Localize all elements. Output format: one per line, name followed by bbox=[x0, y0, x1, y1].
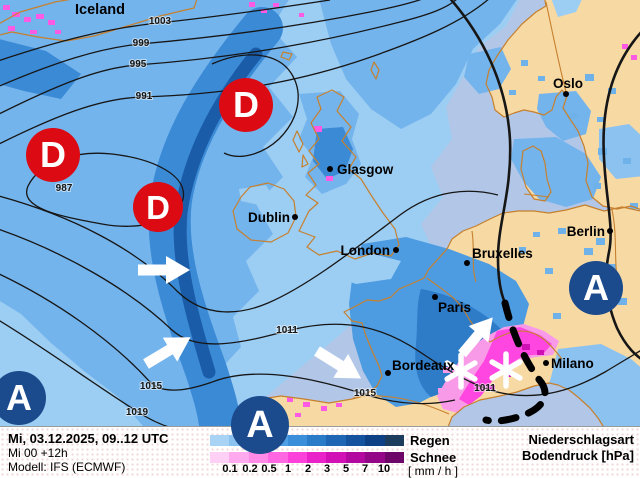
legend-segment bbox=[345, 435, 366, 446]
city-dot-bordeaux bbox=[385, 370, 391, 376]
city-label-bordeaux: Bordeaux bbox=[392, 358, 455, 373]
legend-segment bbox=[384, 452, 405, 463]
city-label-london: London bbox=[341, 243, 390, 258]
legend-segment bbox=[287, 452, 308, 463]
city-dot-bruxelles bbox=[464, 260, 470, 266]
city-dot-dublin bbox=[292, 214, 298, 220]
high-letter: A bbox=[583, 267, 609, 308]
rain-legend-label: Regen bbox=[410, 433, 450, 448]
info-bar: Mi, 03.12.2025, 09..12 UTC Mi 00 +12h Mo… bbox=[0, 426, 640, 478]
low-letter: D bbox=[40, 134, 66, 175]
low-pressure-badge: D bbox=[133, 182, 183, 232]
low-pressure-badge: D bbox=[219, 78, 273, 132]
legend-tick: 0.5 bbox=[261, 463, 277, 475]
isobar-layer bbox=[0, 0, 640, 427]
high-pressure-badge: A bbox=[231, 396, 289, 454]
arrow-southeast-icon bbox=[314, 346, 362, 379]
isobar-label: 1011 bbox=[474, 383, 496, 394]
isobar-label: 987 bbox=[56, 183, 73, 194]
snowflake-icons bbox=[444, 351, 523, 390]
snow-color-scale bbox=[210, 452, 405, 463]
legend-segment bbox=[365, 452, 385, 463]
city-label-oslo: Oslo bbox=[553, 76, 583, 91]
legend-segment bbox=[326, 452, 346, 463]
snowflake-icon bbox=[489, 351, 523, 389]
snowflake-icon bbox=[444, 352, 478, 390]
high-letter: A bbox=[246, 404, 274, 446]
legend-tick: 5 bbox=[342, 463, 350, 475]
low-letter: D bbox=[146, 188, 170, 226]
isobar-label: 1011 bbox=[276, 325, 298, 336]
arrow-north-northeast-icon bbox=[458, 317, 493, 358]
legend-segment bbox=[326, 435, 346, 446]
legend-segment bbox=[384, 435, 405, 446]
arrow-east-icon bbox=[138, 256, 190, 284]
city-dot-glasgow bbox=[327, 166, 333, 172]
motion-arrows bbox=[138, 256, 493, 379]
legend-segment bbox=[248, 452, 269, 463]
legend-tick: 0.1 bbox=[222, 463, 238, 475]
arrow-northeast-icon bbox=[143, 337, 191, 369]
legend-segment bbox=[210, 452, 230, 463]
region-label-iceland: Iceland bbox=[75, 2, 125, 18]
city-label-dublin: Dublin bbox=[248, 210, 290, 225]
map-svg: 1003 999 995 991 987 1011 1011 1015 1015… bbox=[0, 0, 640, 427]
city-label-paris: Paris bbox=[438, 300, 471, 315]
high-letter: A bbox=[6, 377, 32, 418]
city-label-bruxelles: Bruxelles bbox=[472, 246, 533, 261]
city-dot-paris bbox=[432, 294, 438, 300]
high-pressure-badge: A bbox=[0, 371, 46, 425]
high-pressure-badge: A bbox=[569, 261, 623, 315]
legend-segment bbox=[345, 452, 366, 463]
isobar-label: 1019 bbox=[126, 407, 149, 418]
isobar-label: 991 bbox=[136, 91, 153, 102]
low-pressure-badge: D bbox=[26, 128, 80, 182]
isobar-label: 1015 bbox=[354, 388, 377, 399]
legend-segment bbox=[365, 435, 385, 446]
valid-time-label: Mi, 03.12.2025, 09..12 UTC bbox=[8, 431, 169, 446]
city-dot-berlin bbox=[607, 228, 613, 234]
legend-tick: 10 bbox=[377, 463, 391, 475]
legend-tick: 0.2 bbox=[242, 463, 258, 475]
city-dot-milano bbox=[543, 360, 549, 366]
city-label-milano: Milano bbox=[551, 356, 594, 371]
legend-segment bbox=[287, 435, 308, 446]
legend-segment bbox=[210, 435, 230, 446]
legend-tick: 3 bbox=[323, 463, 331, 475]
legend-segment bbox=[229, 452, 249, 463]
city-layer: Iceland Oslo Glasgow Dublin London Bruxe… bbox=[75, 2, 613, 376]
legend-segment bbox=[307, 435, 327, 446]
isobar-label: 999 bbox=[133, 38, 150, 49]
isobar-labels: 1003 999 995 991 987 1011 1011 1015 1015… bbox=[55, 15, 498, 419]
legend-segment bbox=[307, 452, 327, 463]
legend-tick: 2 bbox=[304, 463, 312, 475]
legend-tick: 1 bbox=[284, 463, 292, 475]
city-dot-oslo bbox=[563, 91, 569, 97]
surface-pressure-title: Bodendruck [hPa] bbox=[522, 448, 634, 463]
city-dot-london bbox=[393, 247, 399, 253]
model-name-label: Modell: IFS (ECMWF) bbox=[8, 460, 126, 474]
isobar-label: 1003 bbox=[149, 16, 172, 27]
precip-type-title: Niederschlagsart bbox=[528, 432, 635, 447]
isobar-label: 995 bbox=[130, 59, 147, 70]
trough-dashed-line bbox=[482, 299, 549, 425]
model-run-label: Mi 00 +12h bbox=[8, 446, 68, 460]
legend-segment bbox=[268, 452, 288, 463]
isobar-label: 1015 bbox=[140, 381, 163, 392]
low-letter: D bbox=[233, 84, 259, 125]
snow-legend-label: Schnee bbox=[410, 450, 457, 465]
legend-tick: 7 bbox=[361, 463, 369, 475]
city-label-glasgow: Glasgow bbox=[337, 162, 394, 177]
legend-unit-label: [ mm / h ] bbox=[408, 464, 459, 478]
city-label-berlin: Berlin bbox=[567, 224, 605, 239]
